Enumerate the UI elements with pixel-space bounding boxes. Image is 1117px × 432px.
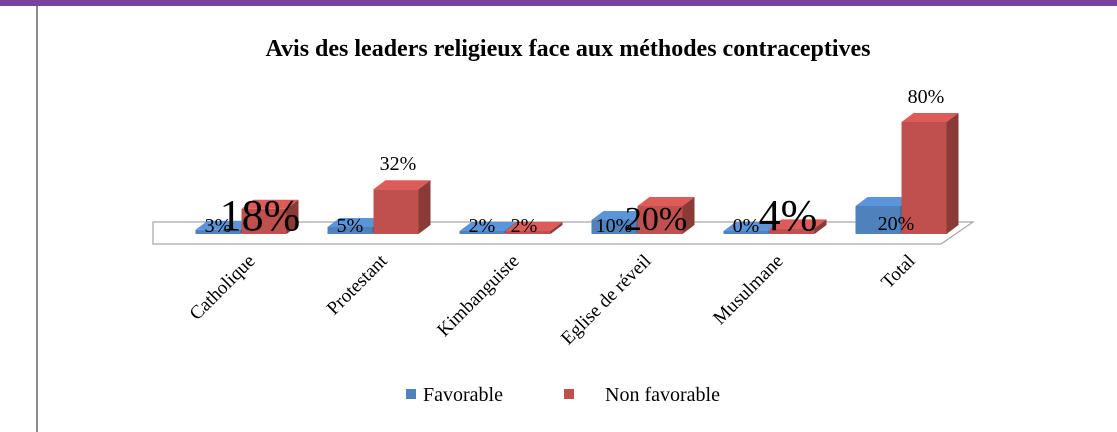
bar-non-favorable-musulmane: [769, 219, 827, 234]
bar-front-face: [723, 231, 769, 234]
category-label-total: Total: [877, 251, 919, 293]
value-label-non-favorable-eglise-de-reveil: 20%: [625, 201, 687, 238]
legend-swatch-non-favorable: [564, 389, 574, 399]
bar-top-face: [241, 199, 299, 209]
value-label-favorable-kimbanguiste: 2%: [469, 215, 496, 237]
top-accent-bar: [0, 0, 1117, 6]
bar-non-favorable-kimbanguiste: [505, 222, 563, 234]
bar-top-face: [373, 180, 431, 190]
bar-non-favorable-protestant: [373, 180, 431, 234]
bar-front-face: [241, 208, 287, 234]
bar-front-face: [195, 229, 241, 234]
value-label-favorable-protestant: 5%: [337, 215, 364, 237]
bar-top-face: [855, 197, 913, 206]
category-label-kimbanguiste: Kimbanguiste: [433, 251, 523, 341]
bar-favorable-eglise-de-reveil: [591, 211, 649, 234]
bar-front-face: [901, 122, 947, 234]
bar-top-face: [591, 211, 649, 220]
value-label-non-favorable-kimbanguiste: 2%: [511, 215, 538, 237]
legend-label-favorable: Favorable: [423, 384, 503, 406]
bar-top-face: [195, 220, 253, 230]
category-label-protestant: Protestant: [323, 250, 392, 319]
bar-side-face: [286, 199, 299, 234]
bar-top-face: [327, 218, 385, 227]
bar-front-face: [637, 206, 683, 234]
legend: Favorable Non favorable: [406, 384, 720, 406]
bar-top-face: [901, 113, 959, 122]
bar-side-face: [550, 222, 563, 234]
bar-front-face: [327, 227, 373, 234]
value-label-favorable-eglise-de-reveil: 10%: [596, 215, 633, 237]
bar-front-face: [505, 231, 551, 234]
value-label-favorable-catholique: 3%: [205, 215, 232, 237]
value-label-favorable-total: 20%: [878, 213, 915, 235]
legend-label-non-favorable: Non favorable: [605, 384, 720, 406]
bar-front-face: [373, 189, 419, 234]
bar-top-face: [723, 222, 781, 231]
bar-non-favorable-total: [901, 113, 959, 234]
left-border-rule: [36, 6, 38, 432]
category-label-eglise-de-reveil: Eglise de réveil: [557, 251, 655, 349]
category-label-catholique: Catholique: [186, 251, 260, 325]
bar-front-face: [855, 206, 901, 234]
bar-top-face: [459, 222, 517, 231]
bar-side-face: [418, 180, 431, 234]
bar-front-face: [459, 231, 505, 234]
bar-favorable-total: [855, 197, 913, 234]
bar-side-face: [814, 219, 827, 234]
bar-non-favorable-catholique: [241, 199, 299, 234]
bar-top-face: [505, 222, 563, 231]
value-label-non-favorable-catholique: 18%: [220, 191, 301, 240]
bar-top-face: [769, 219, 827, 229]
chart-container: Avis des leaders religieux face aux méth…: [38, 6, 1117, 432]
bars-layer: [195, 113, 959, 234]
value-label-non-favorable-protestant: 32%: [380, 153, 417, 175]
value-labels-layer: 3%18% 5%32%2% 2% 10%20% 0% 4% 20%80%: [205, 86, 945, 240]
category-label-musulmane: Musulmane: [709, 251, 787, 329]
bar-non-favorable-eglise-de-reveil: [637, 197, 695, 234]
bar-front-face: [591, 220, 637, 234]
bar-chart-3d: Avis des leaders religieux face aux méth…: [152, 36, 975, 406]
value-label-non-favorable-total: 80%: [908, 86, 945, 108]
legend-swatch-favorable: [406, 389, 416, 399]
value-label-non-favorable-musulmane: 4%: [759, 191, 818, 240]
bar-front-face: [769, 228, 815, 234]
value-label-favorable-musulmane: 0%: [733, 215, 760, 237]
bar-side-face: [682, 197, 695, 234]
bar-side-face: [946, 113, 959, 234]
chart-title: Avis des leaders religieux face aux méth…: [265, 36, 870, 62]
bar-top-face: [637, 197, 695, 206]
category-labels-layer: Catholique Protestant Kimbanguiste Eglise d…: [186, 250, 920, 349]
